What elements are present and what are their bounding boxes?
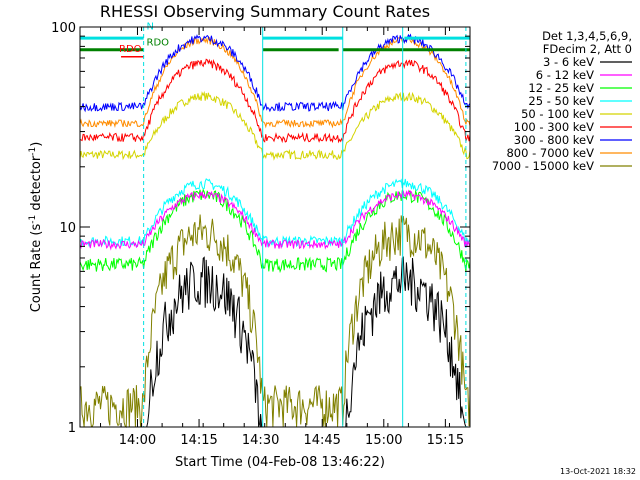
tick-layer: 14:00 14:15 14:30 14:45 15:00 15:15 1 10 100 [51, 21, 471, 448]
x-tick-label: 14:45 [303, 433, 340, 448]
y-axis-label-main: Count Rate (s [29, 224, 44, 313]
flag-label: RDO [119, 44, 142, 55]
y-tick-label: 1 [68, 421, 76, 436]
y-axis-label-end: ) [29, 142, 44, 147]
legend-header-line-1: Det 1,3,4,5,6,9, [542, 29, 632, 43]
series-line [79, 178, 471, 248]
legend-entry-label: 3 - 6 keV [543, 55, 594, 69]
x-tick-label: 14:15 [180, 433, 217, 448]
legend-entry-label: 300 - 800 keV [514, 133, 594, 147]
y-tick-label: 10 [59, 221, 76, 236]
series-line [79, 90, 471, 161]
legend-header-line-2: FDecim 2, Att 0 [543, 42, 632, 56]
legend-entry-label: 800 - 7000 keV [506, 146, 594, 160]
x-axis-label: Start Time (04-Feb-08 13:46:22) [175, 455, 385, 470]
legend-entry-label: 12 - 25 keV [528, 81, 594, 95]
y-axis-label-sup2: -1 [28, 147, 38, 156]
flag-label: RDO [147, 37, 170, 48]
y-axis-label-mid: detector [29, 155, 44, 215]
x-tick-label: 15:00 [365, 433, 402, 448]
y-tick-label: 100 [51, 21, 76, 36]
legend: Det 1,3,4,5,6,9, FDecim 2, Att 0 3 - 6 k… [492, 29, 632, 173]
series-line [79, 188, 471, 274]
legend-entry-label: 100 - 300 keV [514, 120, 594, 134]
y-axis-label-sup1: -1 [28, 215, 38, 224]
y-axis-label: Count Rate (s-1 detector-1) [28, 142, 44, 313]
series-line [79, 58, 471, 144]
generation-timestamp: 13-Oct-2021 18:32 [560, 467, 636, 476]
x-tick-label: 15:15 [427, 433, 464, 448]
x-tick-label: 14:00 [119, 433, 156, 448]
legend-entry-label: 6 - 12 keV [536, 68, 594, 82]
legend-entry-label: 50 - 100 keV [521, 107, 594, 121]
x-tick-label: 14:30 [242, 433, 279, 448]
series-line [79, 189, 471, 251]
legend-entry-label: 25 - 50 keV [528, 94, 594, 108]
legend-entry-label: 7000 - 15000 keV [492, 159, 594, 173]
series-line [79, 33, 471, 113]
chart-title: RHESSI Observing Summary Count Rates [100, 2, 430, 21]
series-line [79, 214, 471, 429]
